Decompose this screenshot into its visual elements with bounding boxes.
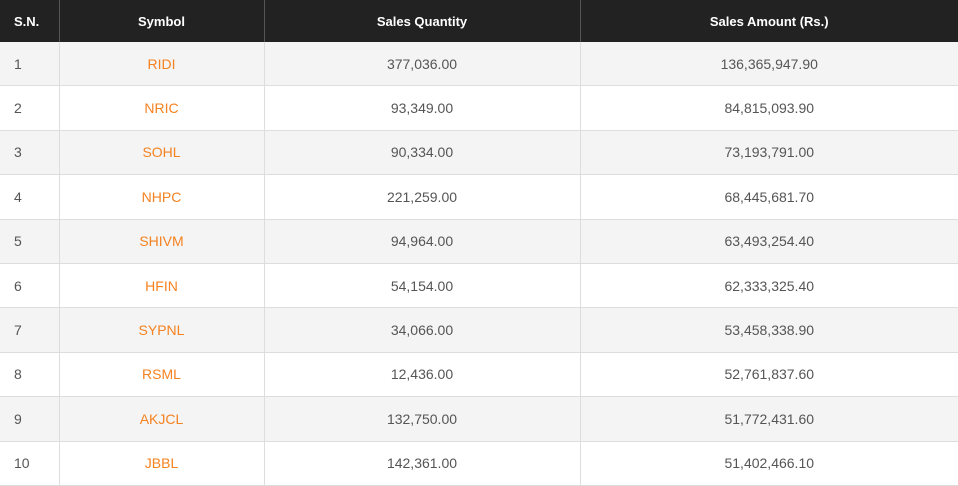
- cell-sales-quantity: 54,154.00: [264, 263, 581, 309]
- cell-sn: 5: [0, 219, 60, 264]
- cell-sales-quantity: 377,036.00: [264, 42, 581, 87]
- table-row: 10 JBBL 142,361.00 51,402,466.10: [0, 441, 958, 486]
- cell-sn: 1: [0, 42, 60, 87]
- cell-sn: 7: [0, 307, 60, 353]
- cell-sales-amount: 63,493,254.40: [580, 219, 958, 264]
- table-row: 8 RSML 12,436.00 52,761,837.60: [0, 352, 958, 398]
- cell-sales-quantity: 142,361.00: [264, 441, 581, 486]
- cell-sn: 2: [0, 85, 60, 131]
- cell-sn: 10: [0, 441, 60, 486]
- cell-sn: 8: [0, 352, 60, 398]
- cell-sn: 9: [0, 396, 60, 442]
- cell-sales-amount: 51,772,431.60: [580, 396, 958, 442]
- cell-symbol[interactable]: RSML: [59, 352, 265, 398]
- cell-sales-amount: 73,193,791.00: [580, 130, 958, 176]
- cell-sn: 3: [0, 130, 60, 176]
- table-row: 3 SOHL 90,334.00 73,193,791.00: [0, 130, 958, 176]
- table-row: 4 NHPC 221,259.00 68,445,681.70: [0, 174, 958, 220]
- cell-sales-amount: 136,365,947.90: [580, 42, 958, 87]
- cell-sales-quantity: 132,750.00: [264, 396, 581, 442]
- cell-symbol[interactable]: NRIC: [59, 85, 265, 131]
- cell-sales-amount: 68,445,681.70: [580, 174, 958, 220]
- cell-sales-amount: 84,815,093.90: [580, 85, 958, 131]
- table-row: 9 AKJCL 132,750.00 51,772,431.60: [0, 396, 958, 442]
- table-row: 7 SYPNL 34,066.00 53,458,338.90: [0, 307, 958, 353]
- header-sales-quantity: Sales Quantity: [264, 0, 581, 42]
- cell-sales-quantity: 90,334.00: [264, 130, 581, 176]
- cell-symbol[interactable]: SYPNL: [59, 307, 265, 353]
- cell-symbol[interactable]: AKJCL: [59, 396, 265, 442]
- cell-sales-quantity: 94,964.00: [264, 219, 581, 264]
- table-row: 6 HFIN 54,154.00 62,333,325.40: [0, 263, 958, 309]
- header-sales-amount: Sales Amount (Rs.): [580, 0, 958, 42]
- cell-sales-quantity: 12,436.00: [264, 352, 581, 398]
- header-symbol: Symbol: [59, 0, 265, 42]
- cell-sn: 4: [0, 174, 60, 220]
- cell-sales-amount: 51,402,466.10: [580, 441, 958, 486]
- cell-symbol[interactable]: RIDI: [59, 42, 265, 87]
- cell-sn: 6: [0, 263, 60, 309]
- cell-sales-quantity: 34,066.00: [264, 307, 581, 353]
- table-row: 1 RIDI 377,036.00 136,365,947.90: [0, 42, 958, 87]
- cell-symbol[interactable]: SOHL: [59, 130, 265, 176]
- table-row: 2 NRIC 93,349.00 84,815,093.90: [0, 85, 958, 131]
- table-row: 5 SHIVM 94,964.00 63,493,254.40: [0, 219, 958, 264]
- header-sn: S.N.: [0, 0, 60, 42]
- table-header-row: S.N. Symbol Sales Quantity Sales Amount …: [0, 0, 958, 42]
- cell-sales-amount: 62,333,325.40: [580, 263, 958, 309]
- cell-sales-amount: 53,458,338.90: [580, 307, 958, 353]
- cell-sales-amount: 52,761,837.60: [580, 352, 958, 398]
- cell-sales-quantity: 221,259.00: [264, 174, 581, 220]
- cell-symbol[interactable]: SHIVM: [59, 219, 265, 264]
- cell-symbol[interactable]: HFIN: [59, 263, 265, 309]
- cell-sales-quantity: 93,349.00: [264, 85, 581, 131]
- cell-symbol[interactable]: JBBL: [59, 441, 265, 486]
- cell-symbol[interactable]: NHPC: [59, 174, 265, 220]
